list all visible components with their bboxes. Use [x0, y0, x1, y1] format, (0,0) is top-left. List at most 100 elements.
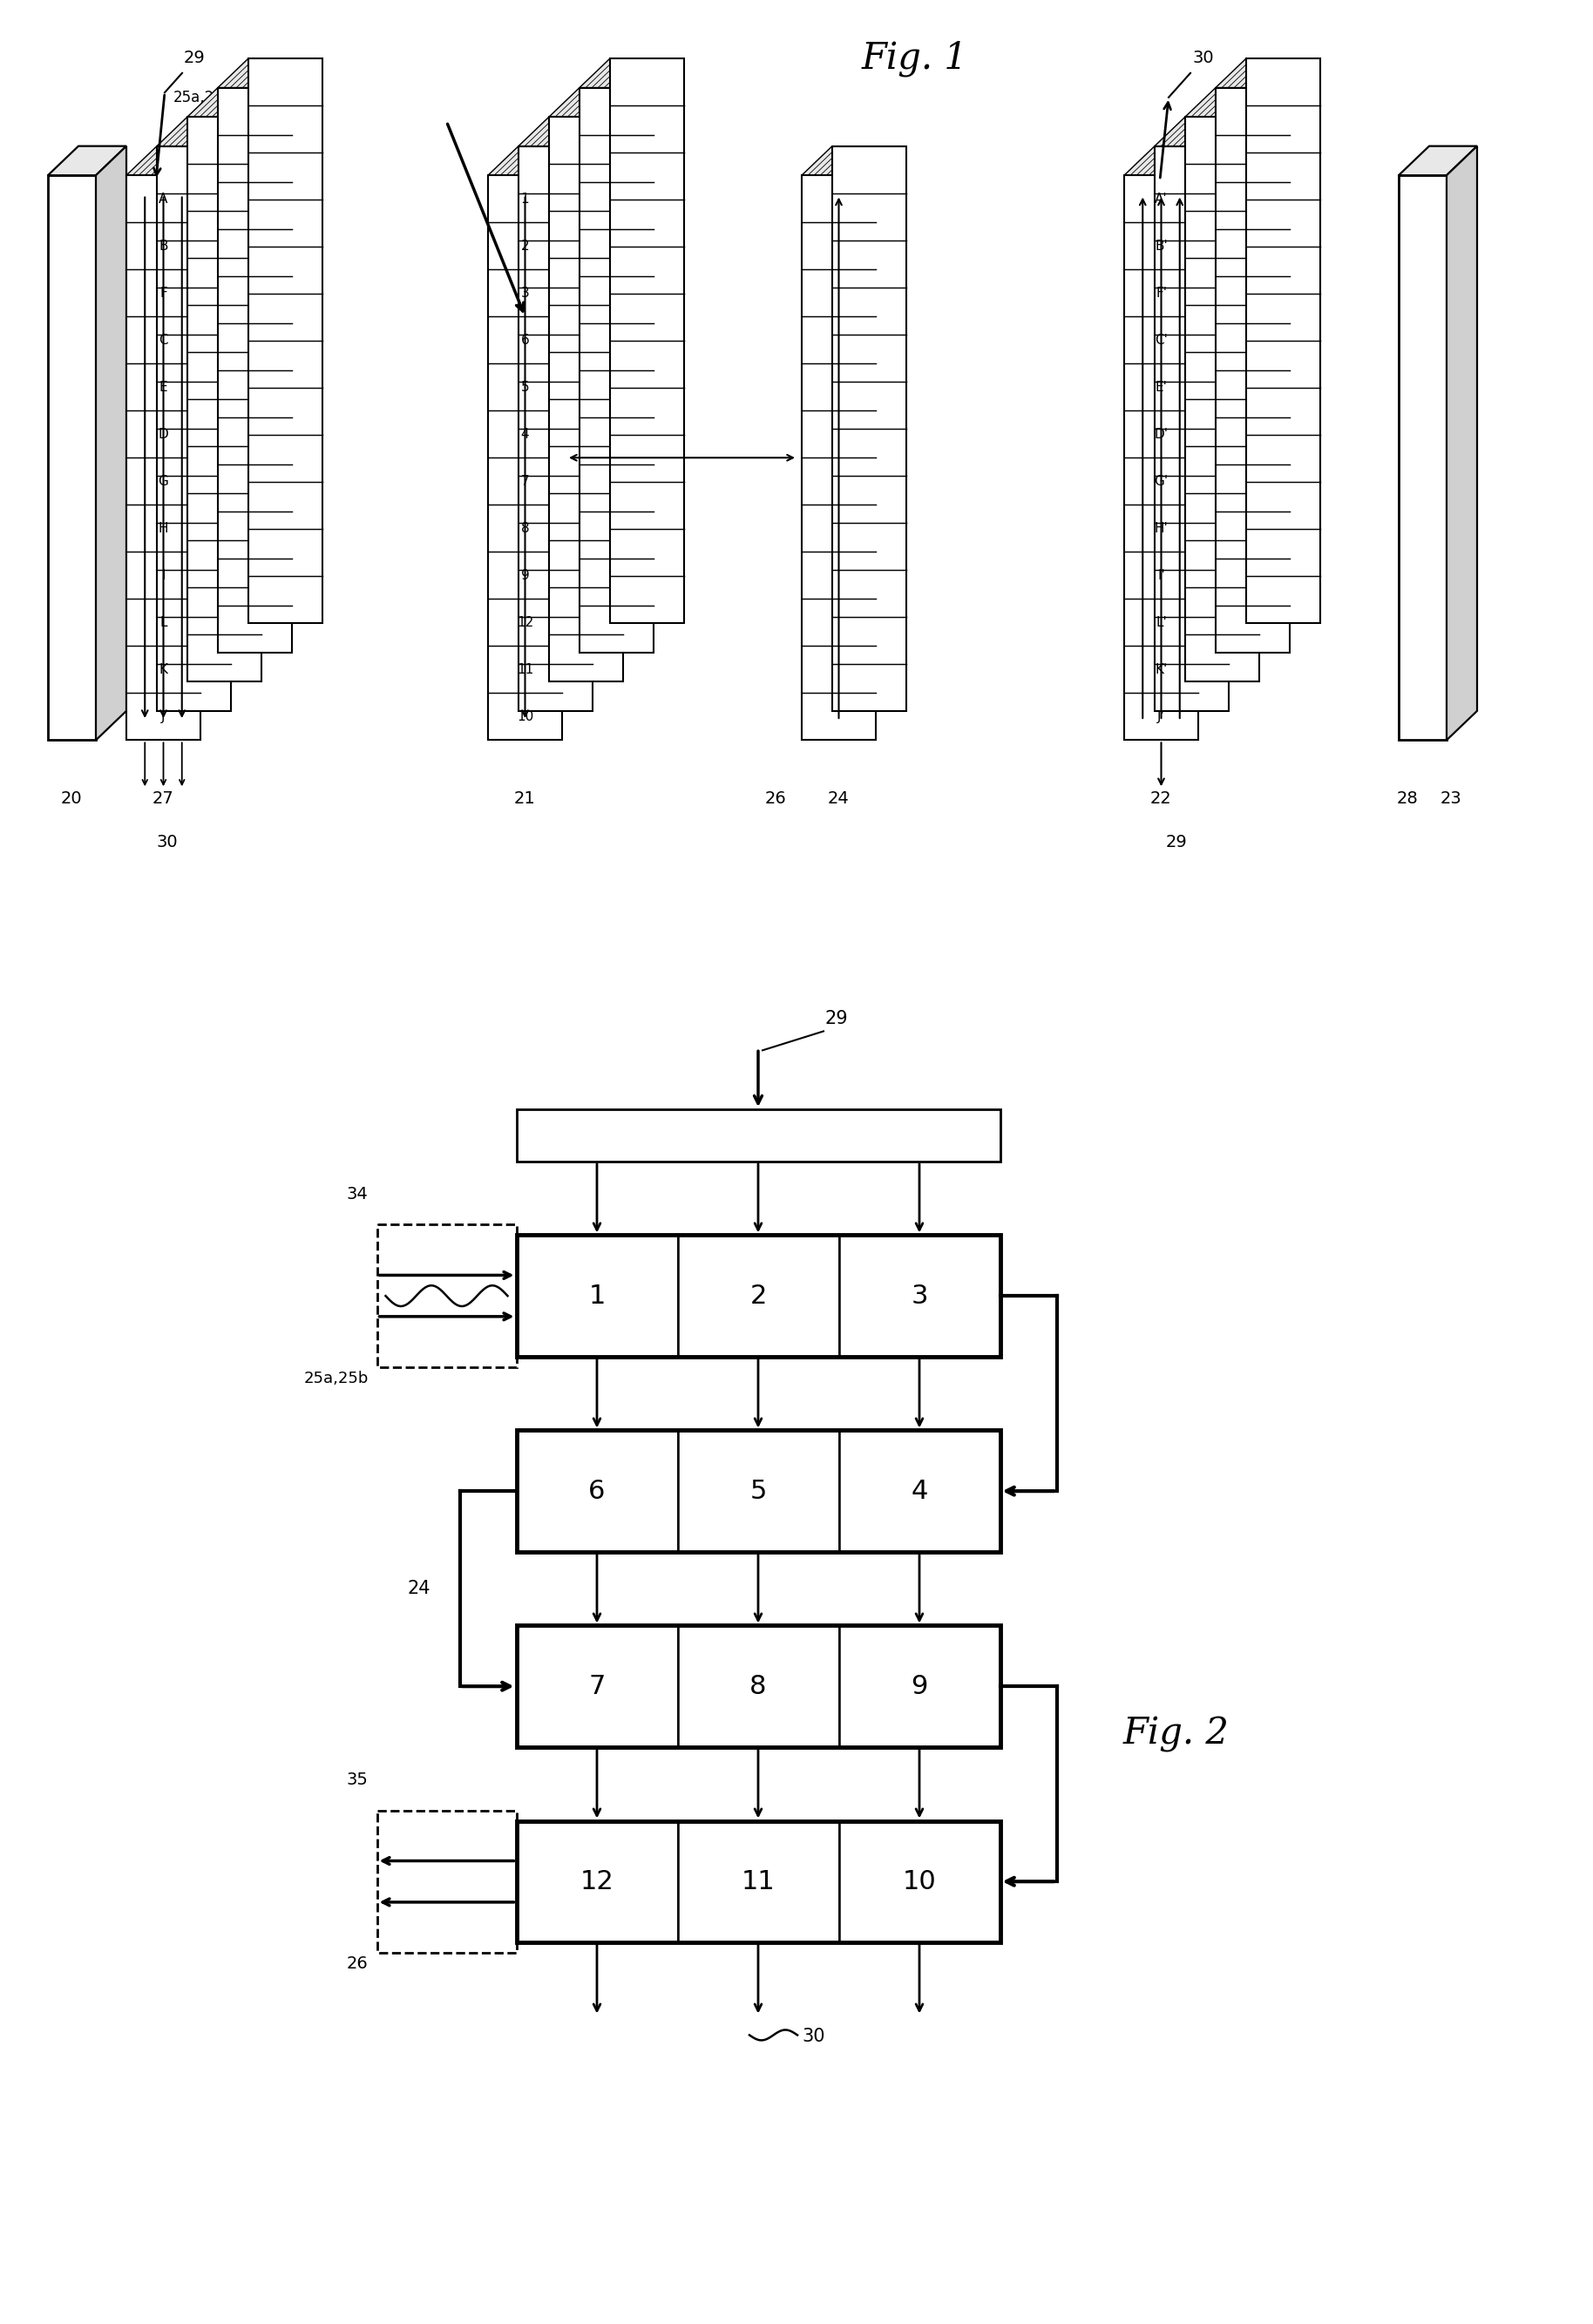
Text: 24: 24: [408, 1580, 430, 1597]
Text: 8: 8: [750, 1673, 766, 1699]
Polygon shape: [249, 58, 322, 623]
Text: 25a,25b: 25a,25b: [303, 1371, 368, 1385]
Polygon shape: [1399, 174, 1446, 739]
Text: G': G': [1155, 474, 1168, 488]
Text: L: L: [159, 616, 167, 630]
Text: 29: 29: [825, 1011, 849, 1027]
Polygon shape: [487, 174, 562, 739]
Text: 11: 11: [516, 662, 534, 676]
Text: 26: 26: [765, 790, 787, 806]
Text: J: J: [161, 711, 166, 723]
Text: D': D': [1155, 428, 1168, 442]
Polygon shape: [801, 146, 906, 174]
Polygon shape: [580, 58, 683, 88]
Text: H: H: [158, 523, 169, 535]
Text: 21: 21: [515, 790, 535, 806]
Text: 27: 27: [153, 790, 174, 806]
Text: 6: 6: [588, 1478, 605, 1504]
Text: 8: 8: [521, 523, 529, 535]
Text: 12: 12: [516, 616, 534, 630]
Text: 9: 9: [911, 1673, 927, 1699]
Polygon shape: [518, 116, 623, 146]
Polygon shape: [550, 116, 623, 681]
Bar: [677, 1624, 840, 1748]
Polygon shape: [1215, 58, 1321, 88]
Bar: [516, 1429, 1000, 1552]
Bar: [516, 1234, 677, 1357]
Text: 30: 30: [801, 2029, 825, 2045]
Bar: [677, 1820, 840, 1943]
Text: 1: 1: [521, 193, 529, 205]
Text: H': H': [1155, 523, 1168, 535]
Polygon shape: [1215, 88, 1290, 653]
Text: 4: 4: [521, 428, 529, 442]
Polygon shape: [1125, 146, 1228, 174]
Polygon shape: [801, 174, 876, 739]
Text: 25a,25b: 25a,25b: [174, 91, 233, 105]
Text: E': E': [1155, 381, 1168, 393]
Polygon shape: [188, 116, 261, 681]
Text: 2: 2: [750, 1283, 766, 1308]
Text: 35: 35: [347, 1771, 368, 1787]
Bar: [378, 1225, 516, 1367]
Text: J': J': [1158, 711, 1164, 723]
Polygon shape: [188, 88, 292, 116]
Bar: [516, 1624, 1000, 1748]
Polygon shape: [518, 146, 593, 711]
Bar: [516, 1234, 1000, 1357]
Text: L': L': [1155, 616, 1166, 630]
Text: E: E: [159, 381, 167, 393]
Text: 5: 5: [750, 1478, 766, 1504]
Text: G: G: [158, 474, 169, 488]
Text: 22: 22: [1150, 790, 1171, 806]
Text: 3: 3: [521, 286, 529, 300]
Bar: [840, 1429, 1000, 1552]
Text: 34: 34: [347, 1185, 368, 1202]
Polygon shape: [156, 116, 261, 146]
Text: 7: 7: [588, 1673, 605, 1699]
Polygon shape: [1185, 116, 1258, 681]
Polygon shape: [1446, 146, 1477, 739]
Polygon shape: [1185, 88, 1290, 116]
Text: 9: 9: [521, 569, 529, 581]
Polygon shape: [126, 174, 201, 739]
Text: 4: 4: [911, 1478, 927, 1504]
Text: K: K: [159, 662, 167, 676]
Text: K': K': [1155, 662, 1168, 676]
Polygon shape: [156, 146, 231, 711]
Text: 12: 12: [580, 1868, 613, 1894]
Polygon shape: [48, 174, 96, 739]
Bar: [840, 1820, 1000, 1943]
Text: 6: 6: [521, 335, 529, 346]
Text: 5: 5: [521, 381, 529, 393]
Bar: [516, 1109, 1000, 1162]
Bar: [516, 1820, 677, 1943]
Text: 11: 11: [741, 1868, 776, 1894]
Text: B: B: [159, 239, 167, 253]
Text: 29: 29: [183, 49, 205, 65]
Text: Fig. 2: Fig. 2: [1123, 1715, 1230, 1752]
Text: C: C: [159, 335, 167, 346]
Text: F: F: [159, 286, 167, 300]
Bar: [677, 1234, 840, 1357]
Polygon shape: [1125, 174, 1198, 739]
Bar: [516, 1429, 677, 1552]
Bar: [378, 1810, 516, 1952]
Text: C': C': [1155, 335, 1168, 346]
Text: 7: 7: [521, 474, 529, 488]
Text: A': A': [1155, 193, 1168, 205]
Bar: [516, 1624, 677, 1748]
Text: D: D: [158, 428, 169, 442]
Text: 10: 10: [516, 711, 534, 723]
Polygon shape: [610, 58, 683, 623]
Bar: [516, 1820, 1000, 1943]
Polygon shape: [1246, 58, 1321, 623]
Text: Fig. 1: Fig. 1: [862, 40, 969, 77]
Polygon shape: [96, 146, 126, 739]
Polygon shape: [580, 88, 653, 653]
Text: 24: 24: [827, 790, 849, 806]
Text: 20: 20: [61, 790, 83, 806]
Text: I': I': [1158, 569, 1164, 581]
Polygon shape: [218, 58, 322, 88]
Text: 1: 1: [588, 1283, 605, 1308]
